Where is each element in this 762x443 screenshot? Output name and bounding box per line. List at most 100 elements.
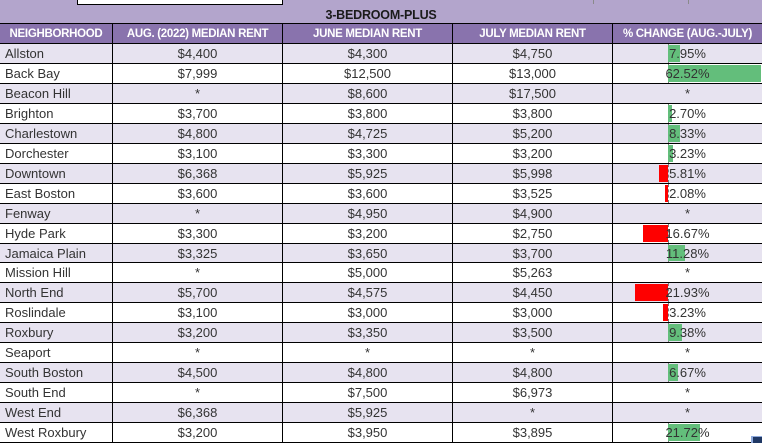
cell-pct-change: 16.67% bbox=[613, 223, 762, 243]
previous-table-gridline bbox=[688, 0, 689, 4]
table-row-roslindale: Roslindale $3,100 $3,000 $3,000 3.23% bbox=[0, 303, 762, 324]
table-title: 3-BEDROOM-PLUS bbox=[325, 7, 437, 22]
cell-neighborhood: South End bbox=[0, 383, 113, 403]
cell-neighborhood: West End bbox=[0, 403, 113, 423]
positive-databar bbox=[668, 104, 673, 122]
cell-aug-2022-median-rent: $3,200 bbox=[113, 423, 283, 443]
cell-june-median-rent: $3,800 bbox=[283, 103, 453, 123]
negative-databar bbox=[659, 164, 668, 182]
cell-pct-change: * bbox=[613, 84, 762, 103]
cell-pct-change: 21.72% bbox=[613, 423, 762, 443]
cell-july-median-rent: $3,700 bbox=[453, 243, 613, 263]
cell-aug-2022-median-rent: * bbox=[113, 383, 283, 403]
databar-axis bbox=[668, 283, 669, 303]
cell-pct-change: 5.81% bbox=[613, 163, 762, 183]
table-row-west-roxbury: West Roxbury $3,200 $3,950 $3,895 21.72% bbox=[0, 423, 762, 443]
pct-change-text: * bbox=[684, 85, 691, 101]
cell-july-median-rent: $5,200 bbox=[453, 123, 613, 143]
header-july-median-rent: JULY MEDIAN RENT bbox=[453, 24, 613, 43]
cell-june-median-rent: $7,500 bbox=[283, 383, 453, 403]
cell-pct-change: 2.08% bbox=[613, 183, 762, 203]
cell-pct-change: * bbox=[613, 204, 762, 223]
cell-july-median-rent: * bbox=[453, 403, 613, 423]
cell-neighborhood: Roslindale bbox=[0, 303, 113, 323]
header-aug-2022-median-rent: AUG. (2022) MEDIAN RENT bbox=[113, 24, 283, 43]
cell-pct-change: * bbox=[613, 403, 762, 422]
databar-axis bbox=[668, 303, 669, 323]
databar-axis bbox=[668, 183, 669, 203]
cell-pct-change: 3.23% bbox=[613, 303, 762, 323]
cell-june-median-rent: $4,575 bbox=[283, 283, 453, 303]
table-row-allston: Allston $4,400 $4,300 $4,750 7.95% bbox=[0, 44, 762, 64]
cell-neighborhood: Brighton bbox=[0, 103, 113, 123]
cell-aug-2022-median-rent: * bbox=[113, 83, 283, 103]
header-neighborhood: NEIGHBORHOOD bbox=[0, 24, 113, 43]
table-row-back-bay: Back Bay $7,999 $12,500 $13,000 62.52% bbox=[0, 63, 762, 84]
pct-change-text: 2.70% bbox=[669, 105, 706, 121]
cell-june-median-rent: $3,000 bbox=[283, 303, 453, 323]
cell-july-median-rent: $3,800 bbox=[453, 103, 613, 123]
cell-aug-2022-median-rent: $5,700 bbox=[113, 283, 283, 303]
table-row-roxbury: Roxbury $3,200 $3,350 $3,500 9.38% bbox=[0, 323, 762, 344]
positive-databar bbox=[668, 64, 761, 82]
table-row-south-boston: South Boston $4,500 $4,800 $4,800 6.67% bbox=[0, 363, 762, 384]
cell-june-median-rent: $4,950 bbox=[283, 203, 453, 223]
cell-july-median-rent: $4,800 bbox=[453, 363, 613, 383]
cell-aug-2022-median-rent: $4,500 bbox=[113, 363, 283, 383]
table-row-north-end: North End $5,700 $4,575 $4,450 21.93% bbox=[0, 283, 762, 304]
cell-pct-change: * bbox=[613, 383, 762, 402]
cell-july-median-rent: $3,200 bbox=[453, 143, 613, 163]
table-title-band: 3-BEDROOM-PLUS bbox=[0, 6, 762, 24]
cell-aug-2022-median-rent: $3,300 bbox=[113, 223, 283, 243]
negative-databar bbox=[663, 304, 668, 322]
negative-databar bbox=[635, 284, 668, 302]
table-row-downtown: Downtown $6,368 $5,925 $5,998 5.81% bbox=[0, 163, 762, 184]
cell-neighborhood: West Roxbury bbox=[0, 423, 113, 443]
table-row-dorchester: Dorchester $3,100 $3,300 $3,200 3.23% bbox=[0, 143, 762, 164]
cell-pct-change: * bbox=[613, 263, 762, 282]
cell-aug-2022-median-rent: $3,100 bbox=[113, 303, 283, 323]
pct-change-text: 8.33% bbox=[669, 125, 706, 141]
cell-pct-change: 9.38% bbox=[613, 323, 762, 343]
positive-databar bbox=[668, 244, 685, 262]
cell-june-median-rent: $4,800 bbox=[283, 363, 453, 383]
cell-june-median-rent: $5,000 bbox=[283, 263, 453, 283]
pct-change-text: * bbox=[684, 405, 691, 421]
cell-neighborhood: Jamaica Plain bbox=[0, 243, 113, 263]
cell-neighborhood: North End bbox=[0, 283, 113, 303]
table-row-jamaica-plain: Jamaica Plain $3,325 $3,650 $3,700 11.28% bbox=[0, 243, 762, 264]
pct-change-text: 3.23% bbox=[669, 145, 706, 161]
cell-june-median-rent: $3,300 bbox=[283, 143, 453, 163]
cell-pct-change: 2.70% bbox=[613, 103, 762, 123]
cell-neighborhood: Seaport bbox=[0, 343, 113, 363]
databar-axis bbox=[668, 163, 669, 183]
cell-june-median-rent: $4,725 bbox=[283, 123, 453, 143]
negative-databar bbox=[664, 184, 668, 202]
table-row-south-end: South End * $7,500 $6,973 * bbox=[0, 383, 762, 404]
cell-july-median-rent: $13,000 bbox=[453, 63, 613, 83]
cell-june-median-rent: $3,650 bbox=[283, 243, 453, 263]
cell-july-median-rent: $2,750 bbox=[453, 223, 613, 243]
cell-neighborhood: Hyde Park bbox=[0, 223, 113, 243]
cell-july-median-rent: $5,263 bbox=[453, 263, 613, 283]
cell-neighborhood: Downtown bbox=[0, 163, 113, 183]
cell-july-median-rent: $17,500 bbox=[453, 83, 613, 103]
cell-aug-2022-median-rent: $7,999 bbox=[113, 63, 283, 83]
cell-aug-2022-median-rent: $6,368 bbox=[113, 163, 283, 183]
cell-aug-2022-median-rent: $6,368 bbox=[113, 403, 283, 423]
selection-handle[interactable] bbox=[751, 436, 762, 443]
cell-june-median-rent: $3,350 bbox=[283, 323, 453, 343]
pct-change-text: 9.38% bbox=[669, 325, 706, 341]
header-pct-change-aug-july: % CHANGE (AUG.-JULY) bbox=[622, 27, 753, 40]
pct-change-text: 7.95% bbox=[669, 45, 706, 61]
table-row-charlestown: Charlestown $4,800 $4,725 $5,200 8.33% bbox=[0, 123, 762, 144]
cell-aug-2022-median-rent: $3,200 bbox=[113, 323, 283, 343]
cell-neighborhood: Dorchester bbox=[0, 143, 113, 163]
cell-aug-2022-median-rent: * bbox=[113, 203, 283, 223]
cell-neighborhood: Mission Hill bbox=[0, 263, 113, 283]
cell-neighborhood: Fenway bbox=[0, 203, 113, 223]
cell-pct-change: * bbox=[613, 343, 762, 362]
cell-june-median-rent: $4,300 bbox=[283, 44, 453, 63]
previous-table-bottom-sliver bbox=[0, 0, 762, 6]
